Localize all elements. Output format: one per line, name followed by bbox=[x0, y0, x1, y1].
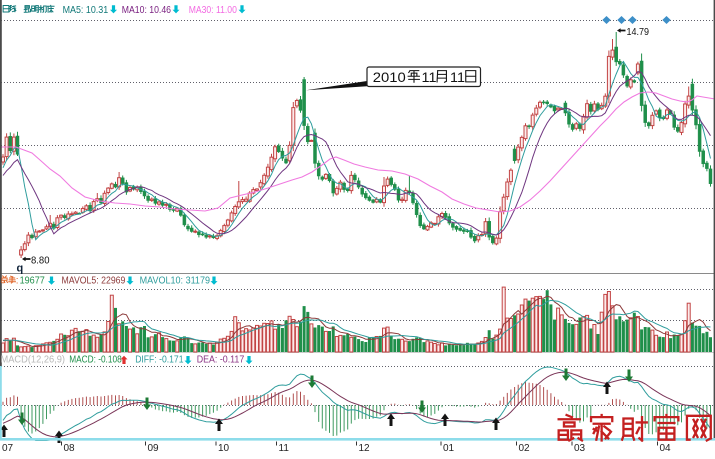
svg-text:04: 04 bbox=[660, 443, 672, 454]
svg-text:MA30: 11.00: MA30: 11.00 bbox=[189, 5, 238, 16]
svg-text:8.80: 8.80 bbox=[31, 255, 50, 267]
svg-text:MA10: 10.46: MA10: 10.46 bbox=[122, 5, 172, 16]
svg-text:11: 11 bbox=[422, 69, 437, 85]
svg-text:02: 02 bbox=[519, 443, 531, 454]
svg-text:01: 01 bbox=[443, 443, 455, 454]
svg-text::: : bbox=[16, 276, 19, 287]
svg-text:08: 08 bbox=[64, 443, 76, 454]
svg-text:09: 09 bbox=[148, 443, 160, 454]
svg-text:MACD(12,26,9): MACD(12,26,9) bbox=[1, 355, 66, 366]
svg-text:DIFF: -0.171: DIFF: -0.171 bbox=[135, 355, 184, 366]
svg-text:11: 11 bbox=[450, 69, 465, 85]
svg-text:12: 12 bbox=[359, 443, 371, 454]
svg-text:MA5: 10.31: MA5: 10.31 bbox=[63, 5, 109, 16]
svg-text:MAVOL10: 31179: MAVOL10: 31179 bbox=[140, 276, 211, 287]
svg-text:19677: 19677 bbox=[20, 276, 46, 287]
svg-text:07: 07 bbox=[2, 443, 14, 454]
svg-text:DEA: -0.117: DEA: -0.117 bbox=[197, 355, 245, 366]
svg-text:MAVOL5: 22969: MAVOL5: 22969 bbox=[62, 276, 126, 287]
svg-text:q: q bbox=[17, 263, 24, 275]
svg-text:MACD: -0.108: MACD: -0.108 bbox=[69, 355, 122, 366]
svg-text:03: 03 bbox=[574, 443, 586, 454]
svg-text:10: 10 bbox=[218, 443, 230, 454]
svg-text:11: 11 bbox=[279, 443, 290, 454]
svg-text:14.79: 14.79 bbox=[627, 26, 650, 38]
svg-text:2010: 2010 bbox=[373, 69, 406, 85]
